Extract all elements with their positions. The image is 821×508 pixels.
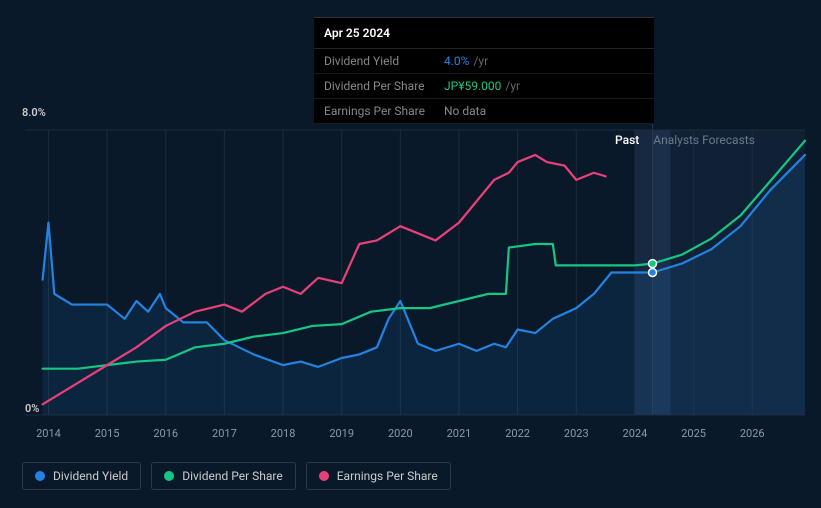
tooltip-date: Apr 25 2024 xyxy=(314,18,654,49)
tooltip-label: Dividend Per Share xyxy=(324,79,444,93)
tooltip-unit: /yr xyxy=(473,54,488,68)
x-tick-label: 2025 xyxy=(681,427,706,440)
tooltip-value: JP¥59.000/yr xyxy=(444,79,520,93)
tooltip-row: Dividend Per ShareJP¥59.000/yr xyxy=(314,74,654,99)
x-tick-label: 2014 xyxy=(36,427,61,440)
legend-item[interactable]: Dividend Per Share xyxy=(151,462,296,490)
marker-icon xyxy=(649,260,657,268)
x-tick-label: 2026 xyxy=(740,427,765,440)
tooltip-label: Earnings Per Share xyxy=(324,104,444,118)
legend-label: Dividend Yield xyxy=(53,469,128,483)
legend-item[interactable]: Dividend Yield xyxy=(22,462,141,490)
tooltip-row: Earnings Per ShareNo data xyxy=(314,99,654,124)
x-tick-label: 2020 xyxy=(388,427,413,440)
x-tick-label: 2015 xyxy=(95,427,120,440)
marker-icon xyxy=(649,269,657,277)
tooltip-value: No data xyxy=(444,104,486,118)
chart-container: 2014 2015 2016 2017 2018 2019 2020 2021 2022 2023… xyxy=(0,0,821,508)
tooltip-label: Dividend Yield xyxy=(324,54,444,68)
legend-label: Dividend Per Share xyxy=(182,469,283,483)
legend: Dividend Yield Dividend Per Share Earnings… xyxy=(22,462,451,490)
past-label: Past xyxy=(615,133,639,147)
x-tick-label: 2019 xyxy=(329,427,354,440)
x-tick-label: 2018 xyxy=(271,427,296,440)
legend-dot-icon xyxy=(164,471,174,481)
x-tick-label: 2023 xyxy=(564,427,589,440)
tooltip-row: Dividend Yield4.0%/yr xyxy=(314,49,654,74)
tooltip-rows: Dividend Yield4.0%/yrDividend Per ShareJ… xyxy=(314,49,654,124)
forecast-label: Analysts Forecasts xyxy=(653,133,755,147)
y-label-top: 8.0% xyxy=(22,106,46,119)
legend-item[interactable]: Earnings Per Share xyxy=(306,462,451,490)
hover-tooltip: Apr 25 2024 Dividend Yield4.0%/yrDividen… xyxy=(314,17,654,124)
legend-dot-icon xyxy=(35,471,45,481)
tooltip-unit: /yr xyxy=(505,79,520,93)
x-tick-label: 2024 xyxy=(623,427,648,440)
tooltip-value: 4.0%/yr xyxy=(444,54,488,68)
legend-dot-icon xyxy=(319,471,329,481)
legend-label: Earnings Per Share xyxy=(337,469,438,483)
y-label-bottom: 0% xyxy=(25,402,39,415)
x-tick-label: 2022 xyxy=(505,427,530,440)
header-labels: Past Analysts Forecasts xyxy=(615,133,755,147)
x-tick-label: 2017 xyxy=(212,427,237,440)
x-tick-label: 2021 xyxy=(447,427,472,440)
x-tick-label: 2016 xyxy=(153,427,178,440)
